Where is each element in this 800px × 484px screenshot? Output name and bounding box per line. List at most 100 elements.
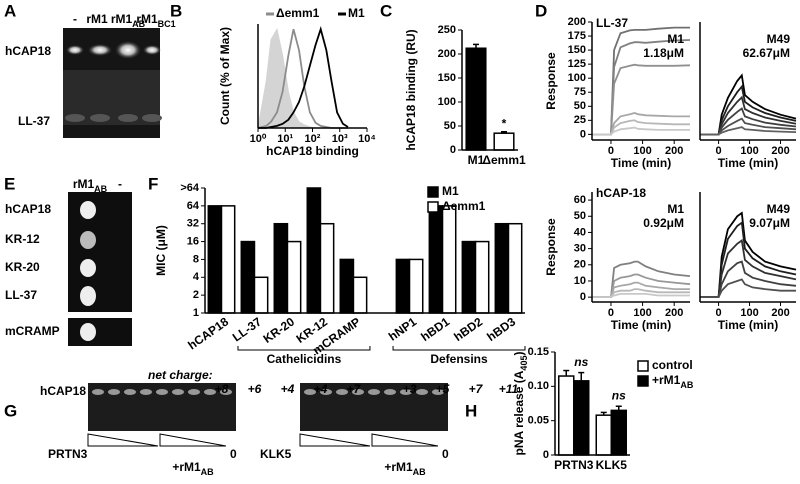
zero-label: 0 [442,447,449,461]
bar [573,380,590,456]
net-charge: +7 [347,382,362,396]
y-tick-label: 25 [574,114,586,126]
gel-band [352,389,364,395]
annotation: ns [612,388,626,402]
x-tick-label: hNP1 [386,314,419,343]
column-label: - [118,177,122,191]
y-tick-label: 75 [574,86,586,98]
legend-label: +rM1AB [652,373,694,390]
x-tick-label: 200 [665,307,683,319]
x-tick-label: 100 [633,145,651,157]
bar [395,258,411,314]
bar [408,258,424,314]
bar [240,240,256,314]
net-charge: +4 [281,382,295,396]
gel-band [88,44,112,56]
subscript: 405 [519,356,529,371]
x-tick-label: 100 [740,145,758,157]
y-axis-label: Response [544,218,558,276]
group-bracket [237,346,371,351]
gel-band [384,389,396,395]
bar [286,240,302,314]
y-tick-label: 150 [568,44,586,56]
x-tick-label: 0 [608,145,614,157]
line [592,281,690,298]
text-part: pNA release (A [512,370,526,455]
line [700,107,797,136]
x-tick-label: KR-20 [261,314,298,346]
y-tick-label: 20 [574,259,586,271]
legend-swatch [637,375,649,387]
gradient-wedge [299,433,371,447]
subscript: AB [413,467,426,477]
x-tick-label: 0 [608,307,614,319]
treatment-label: +rM1AB [384,460,426,477]
text-part: +rM1 [172,460,201,474]
net-charge-label: net charge: [148,368,213,382]
legend-label: Δemm1 [442,199,486,213]
bar [253,276,269,314]
x-tick-label: Δemm1 [482,153,526,167]
x-axis-label: Time (min) [611,156,671,170]
y-tick-label: 200 [568,16,586,28]
gel-band [204,389,216,395]
y-tick-label: 250 [438,24,456,36]
bar [558,375,575,456]
panel-letter: B [170,1,182,20]
y-axis-label: Response [544,52,558,110]
annotation: 1.18μM [643,46,684,60]
gel-band [140,389,152,395]
panel-letter: E [4,174,15,193]
lane-label: rM1 [86,12,108,26]
line [592,126,690,136]
x-axis-label: Time (min) [718,318,778,332]
bar [319,222,335,314]
chart-title: LL-37 [596,16,628,30]
line [258,26,349,129]
y-axis-label: pNA release (A405) [512,352,529,456]
bar [595,414,612,456]
bar [441,205,457,314]
x-tick-label: 100 [633,307,651,319]
gel-band [124,389,136,395]
row-label: hCAP18 [5,44,51,58]
legend-swatch [427,186,439,198]
gel-band [90,114,110,122]
annotation: M49 [767,202,791,216]
subscript: BC1 [158,19,176,29]
y-tick-label: 150 [438,72,456,84]
y-tick-label: 32 [187,218,199,230]
net-charge: +3 [403,382,417,396]
row-label: LL-37 [18,114,50,128]
bar [273,222,289,314]
line [700,126,797,136]
x-tick-label: hBD3 [484,314,518,344]
line [700,238,797,298]
gel-band [320,389,332,395]
y-tick-label: 0 [580,291,586,303]
y-tick-label: 0 [580,128,586,140]
text-part: rM1 [136,12,158,26]
bar [465,47,487,151]
panel-letter: D [535,1,547,20]
x-tick-label: 200 [771,145,789,157]
y-axis-label: hCAP18 binding (RU) [404,29,418,150]
x-axis-label: hCAP18 binding [266,144,359,158]
legend-label: Δemm1 [276,6,320,20]
gel-band [432,389,444,395]
row-label: KR-20 [5,260,40,274]
net-charge: +4 [314,382,328,396]
group-label: Defensins [430,352,488,366]
annotation: 0.92μM [643,216,684,230]
bar [207,205,223,314]
y-tick-label: 40 [574,226,586,238]
gel-band [304,389,316,395]
legend-swatch [427,201,439,213]
annotation: M1 [667,202,684,216]
net-charge: +8 [215,382,229,396]
bar [493,132,515,151]
subscript: AB [94,184,107,194]
subscript: AB [132,19,145,29]
text-part: +rM1 [384,460,413,474]
